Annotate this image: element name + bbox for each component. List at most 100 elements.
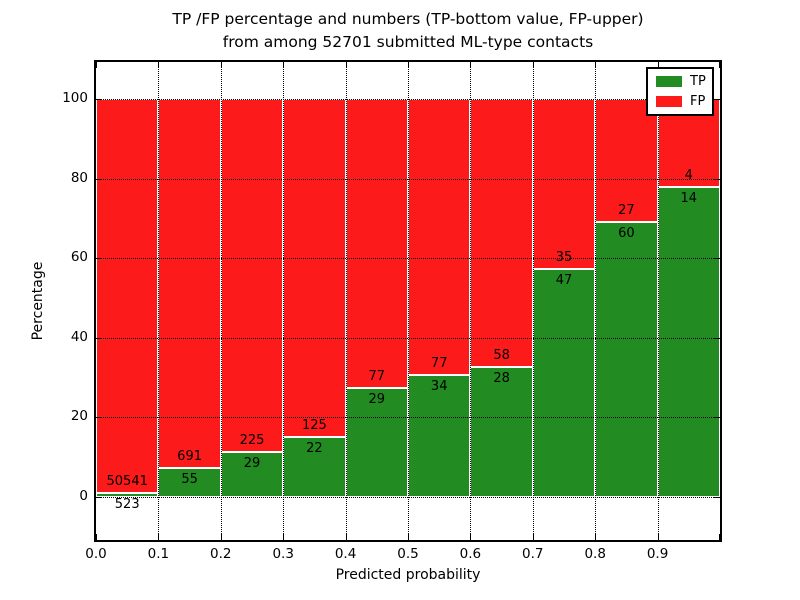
x-tick-mark <box>719 62 720 68</box>
fp-bar-segment <box>96 99 159 493</box>
y-tick-mark <box>714 258 720 260</box>
y-tick-mark <box>96 337 102 339</box>
vertical-gridline <box>595 62 597 540</box>
y-tick-label: 100 <box>62 90 88 106</box>
y-tick-mark <box>714 497 720 498</box>
x-tick-mark <box>158 534 160 540</box>
fp-legend-swatch <box>656 96 682 107</box>
x-axis-label: Predicted probability <box>335 567 481 583</box>
tp-bar-segment <box>657 187 720 497</box>
tp-bar-segment <box>595 222 658 497</box>
tp-bar-segment <box>158 467 221 497</box>
fp-count-label: 225 <box>239 432 265 448</box>
vertical-gridline <box>220 62 222 540</box>
chart-title-line2: from among 52701 submitted ML-type conta… <box>222 33 594 51</box>
x-tick-mark <box>345 534 347 540</box>
x-tick-mark <box>220 62 222 68</box>
y-tick-label: 60 <box>70 249 88 266</box>
fp-count-label: 27 <box>618 203 635 219</box>
x-tick-mark <box>283 534 285 540</box>
tp-count-label: 29 <box>368 392 386 408</box>
fp-count-label: 77 <box>430 356 448 372</box>
x-tick-mark <box>657 534 659 540</box>
tp-bar-segment <box>345 388 408 497</box>
tp-count-label: 60 <box>618 226 635 242</box>
tp-count-label: 523 <box>114 496 140 512</box>
legend: TP FP <box>646 67 714 116</box>
x-tick-label: 0.6 <box>459 546 482 562</box>
x-tick-mark <box>283 62 285 68</box>
plot-area: 50541 523 691 55 225 29 125 22 77 29 77 34 58 28 35 47 2… <box>94 60 722 542</box>
x-tick-label: 0.8 <box>584 546 606 562</box>
x-tick-mark <box>719 534 720 540</box>
y-tick-mark <box>714 99 720 100</box>
fp-count-label: 58 <box>493 348 510 364</box>
x-tick-mark <box>595 534 597 540</box>
x-tick-label: 0.9 <box>646 546 669 562</box>
fp-count-label: 125 <box>301 418 327 434</box>
fp-bar-segment <box>345 99 408 389</box>
fp-bar-segment <box>532 99 596 269</box>
y-tick-mark <box>96 178 102 180</box>
x-tick-mark <box>595 62 597 68</box>
x-tick-label: 0.5 <box>397 546 419 562</box>
y-tick-mark <box>714 337 720 339</box>
vertical-gridline <box>470 62 472 540</box>
x-tick-mark <box>408 62 409 68</box>
fp-count-label: 77 <box>368 369 386 385</box>
x-tick-mark <box>220 534 222 540</box>
fp-count-label: 50541 <box>106 473 148 489</box>
chart-title: TP /FP percentage and numbers (TP-bottom… <box>96 8 720 54</box>
tp-legend-swatch <box>656 76 682 87</box>
ticks-layer <box>96 62 720 540</box>
x-tick-mark <box>345 62 347 68</box>
tp-count-label: 22 <box>306 441 323 457</box>
legend-row-fp: FP <box>656 95 705 108</box>
x-tick-mark <box>532 62 534 68</box>
x-tick-mark <box>470 62 472 68</box>
fp-bar-segment <box>595 99 658 223</box>
grid-layer <box>96 62 720 540</box>
x-tick-label: 0.1 <box>147 546 170 562</box>
vertical-gridline <box>532 62 534 540</box>
tp-count-label: 29 <box>243 455 261 471</box>
fp-bar-segment <box>283 99 346 438</box>
tp-count-label: 28 <box>493 371 510 387</box>
y-tick-mark <box>96 417 102 419</box>
y-tick-label: 40 <box>70 328 88 345</box>
x-tick-label: 0.2 <box>210 546 232 562</box>
y-tick-mark <box>714 417 720 419</box>
vertical-gridline <box>657 62 659 540</box>
x-tick-label: 0.4 <box>334 546 357 562</box>
vertical-gridline <box>158 62 160 540</box>
y-tick-label: 0 <box>79 488 88 504</box>
fp-count-label: 691 <box>177 448 202 464</box>
y-axis-label: Percentage <box>30 261 46 341</box>
legend-row-tp: TP <box>656 74 706 89</box>
tp-count-label: 55 <box>181 471 198 487</box>
y-tick-mark <box>96 258 102 260</box>
x-tick-mark <box>96 534 97 540</box>
tp-legend-label: TP <box>690 74 706 89</box>
x-tick-mark <box>470 534 472 540</box>
tp-count-label: 34 <box>430 379 448 395</box>
fp-count-label: 35 <box>555 249 573 265</box>
y-tick-label: 80 <box>70 169 88 186</box>
tp-count-label: 47 <box>555 272 573 288</box>
y-tick-mark <box>714 178 720 180</box>
y-tick-mark <box>96 99 102 100</box>
x-tick-mark <box>96 62 97 68</box>
x-tick-label: 0.3 <box>272 546 294 562</box>
fp-count-label: 4 <box>684 168 693 184</box>
bar-labels-layer: 50541 523 691 55 225 29 125 22 77 29 77 34 58 28 35 47 2… <box>96 62 720 540</box>
tp-bar-segment <box>96 492 159 497</box>
tp-bar-segment <box>532 268 596 497</box>
vertical-gridline <box>408 62 409 540</box>
chart-title-line1: TP /FP percentage and numbers (TP-bottom… <box>172 10 644 28</box>
x-tick-label: 0.7 <box>522 546 544 562</box>
x-tick-mark <box>657 62 659 68</box>
tp-bar-segment <box>283 437 346 497</box>
y-tick-mark <box>96 497 102 498</box>
tp-count-label: 14 <box>680 191 698 207</box>
